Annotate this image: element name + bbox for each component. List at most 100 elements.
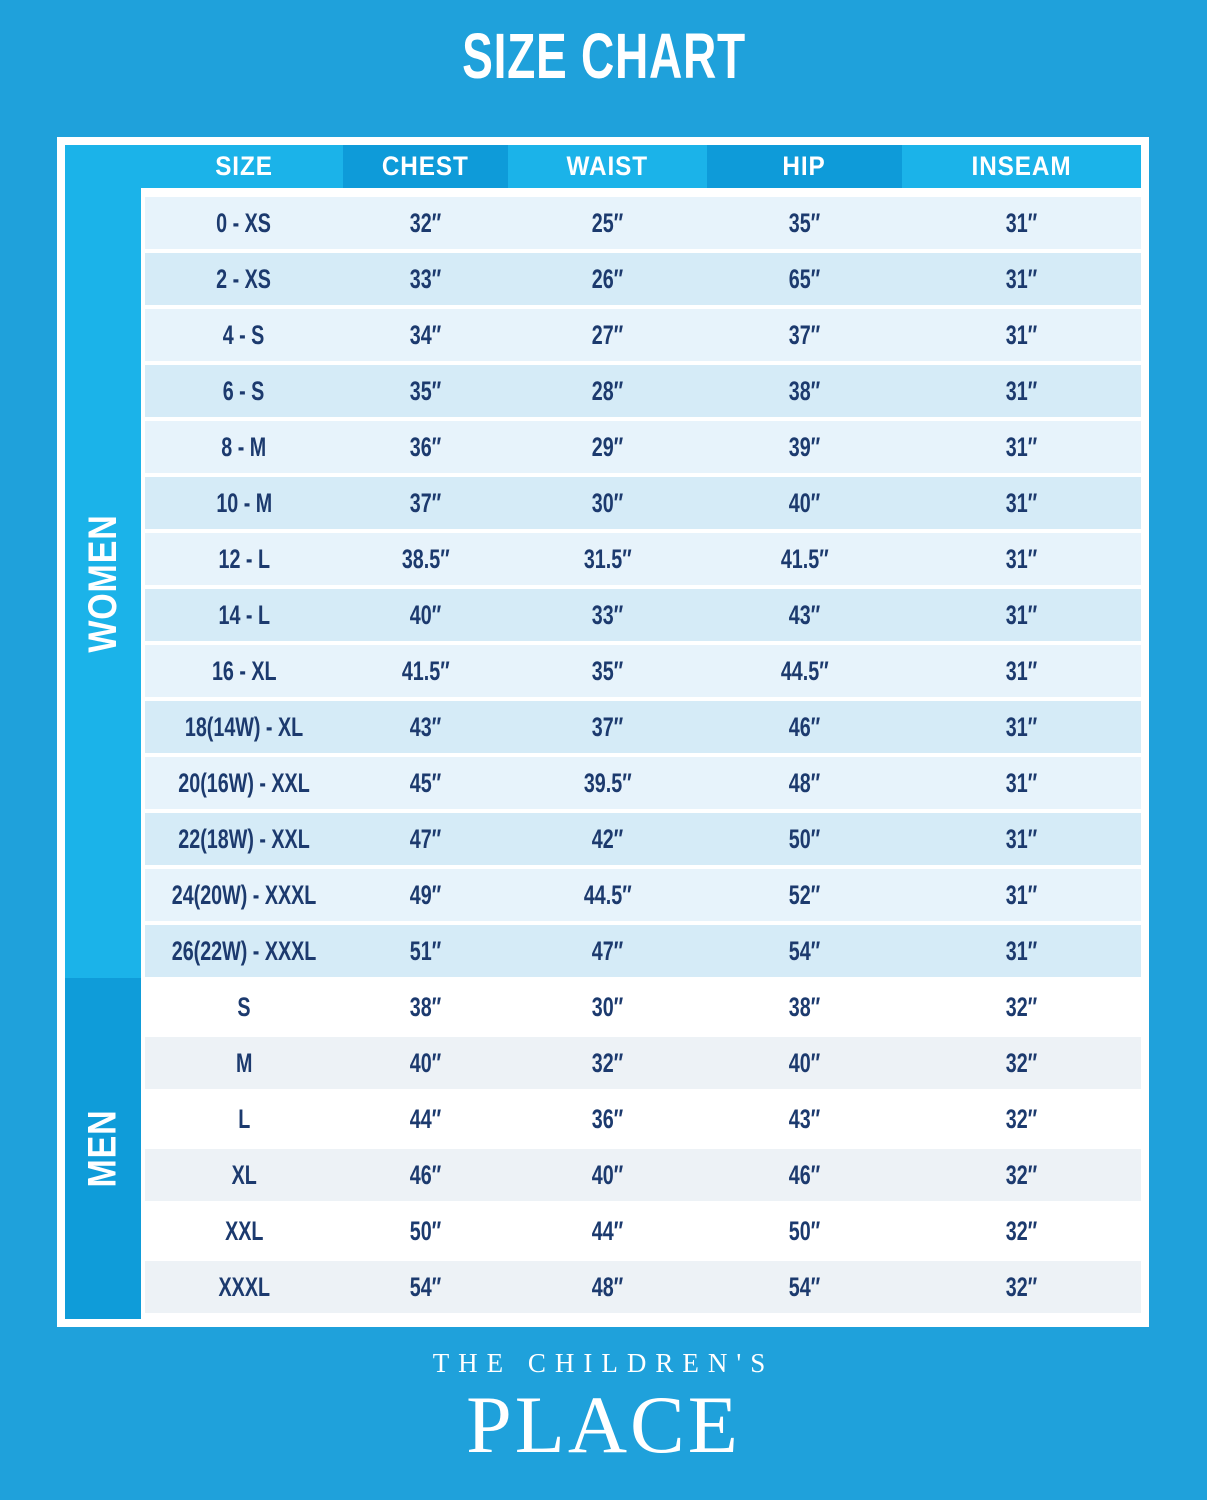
row-value-cell: 31″ [902,365,1141,417]
cell-text: 18(14W) - XL [184,711,304,742]
cell-text: 45″ [409,767,442,798]
cell-text: 30″ [591,487,624,518]
cell-text: 10 - M [216,487,272,518]
row-value-cell: 35″ [508,645,707,697]
cell-text: 32″ [1005,1159,1038,1190]
row-value-cell: 27″ [508,309,707,361]
cell-text: 35″ [409,375,442,406]
cell-text: 31″ [1005,711,1038,742]
table-row: 24(20W) - XXXL 49″ 44.5″ 52″ 31″ [145,869,1141,921]
row-value-cell: 32″ [902,1205,1141,1257]
cell-text: 65″ [788,263,821,294]
cell-text: 30″ [591,991,624,1022]
cell-text: 38″ [409,991,442,1022]
table-row: 8 - M 36″ 29″ 39″ 31″ [145,421,1141,473]
cell-text: 28″ [591,375,624,406]
cell-text: 43″ [788,1103,821,1134]
table-row: M 40″ 32″ 40″ 32″ [145,1037,1141,1089]
row-value-cell: 34″ [343,309,508,361]
row-value-cell: 30″ [508,477,707,529]
row-value-cell: 46″ [343,1149,508,1201]
row-value-cell: 31″ [902,421,1141,473]
cell-text: 26″ [591,263,624,294]
table-body: WOMEN MEN 0 - XS 32″ 25″ 35″ 31″ 2 - XS 33″ 26″… [65,188,1141,1319]
cell-text: 22(18W) - XXL [178,823,310,854]
row-value-cell: 33″ [508,589,707,641]
cell-text: 47″ [409,823,442,854]
cell-text: 40″ [591,1159,624,1190]
cell-text: 39.5″ [583,767,632,798]
cell-text: 50″ [409,1215,442,1246]
cell-text: 38.5″ [401,543,450,574]
cell-text: 2 - XS [216,263,272,294]
table-row: 12 - L 38.5″ 31.5″ 41.5″ 31″ [145,533,1141,585]
cell-text: XXL [224,1215,264,1246]
row-value-cell: 41.5″ [707,533,902,585]
row-value-cell: 38″ [707,981,902,1033]
row-value-cell: 54″ [343,1261,508,1313]
row-value-cell: 37″ [343,477,508,529]
cell-text: 31″ [1005,487,1038,518]
row-size-cell: 2 - XS [145,253,343,305]
row-value-cell: 33″ [343,253,508,305]
table-row: 2 - XS 33″ 26″ 65″ 31″ [145,253,1141,305]
table-row: 18(14W) - XL 43″ 37″ 46″ 31″ [145,701,1141,753]
row-value-cell: 54″ [707,925,902,977]
row-value-cell: 31″ [902,309,1141,361]
row-size-cell: XXXL [145,1261,343,1313]
row-value-cell: 47″ [508,925,707,977]
cell-text: 24(20W) - XXXL [171,879,317,910]
row-value-cell: 41.5″ [343,645,508,697]
cell-text: 47″ [591,935,624,966]
section-strip-column: WOMEN MEN [65,188,141,1319]
cell-text: 38″ [788,991,821,1022]
row-value-cell: 46″ [707,1149,902,1201]
cell-text: 48″ [788,767,821,798]
row-value-cell: 52″ [707,869,902,921]
row-value-cell: 31″ [902,253,1141,305]
table-row: XXXL 54″ 48″ 54″ 32″ [145,1261,1141,1313]
cell-text: 32″ [1005,991,1038,1022]
row-value-cell: 44.5″ [707,645,902,697]
row-value-cell: 29″ [508,421,707,473]
cell-text: 32″ [409,207,442,238]
cell-text: 32″ [1005,1215,1038,1246]
row-value-cell: 40″ [508,1149,707,1201]
cell-text: 31″ [1005,263,1038,294]
row-value-cell: 35″ [707,197,902,249]
row-value-cell: 40″ [707,477,902,529]
cell-text: 25″ [591,207,624,238]
cell-text: 52″ [788,879,821,910]
row-value-cell: 40″ [343,1037,508,1089]
cell-text: 40″ [788,487,821,518]
cell-text: 31″ [1005,935,1038,966]
cell-text: 35″ [591,655,624,686]
column-header-waist: WAIST [508,145,707,188]
row-size-cell: S [145,981,343,1033]
cell-text: 48″ [591,1271,624,1302]
row-value-cell: 31″ [902,701,1141,753]
row-value-cell: 40″ [707,1037,902,1089]
row-value-cell: 45″ [343,757,508,809]
strip-divider [141,188,145,1319]
column-header-chest: CHEST [343,145,508,188]
cell-text: 31″ [1005,319,1038,350]
cell-text: 31″ [1005,823,1038,854]
row-value-cell: 31″ [902,645,1141,697]
cell-text: 36″ [409,431,442,462]
row-value-cell: 43″ [343,701,508,753]
row-value-cell: 32″ [902,981,1141,1033]
row-value-cell: 38″ [343,981,508,1033]
section-label-men: MEN [65,978,141,1319]
table-row: 0 - XS 32″ 25″ 35″ 31″ [145,197,1141,249]
cell-text: 31″ [1005,599,1038,630]
page-title-text: SIZE CHART [461,20,746,92]
cell-text: 50″ [788,823,821,854]
brand-name-top: THE CHILDREN'S [432,1348,775,1378]
cell-text: 20(16W) - XXL [178,767,310,798]
row-size-cell: 20(16W) - XXL [145,757,343,809]
cell-text: 54″ [409,1271,442,1302]
table-row: 10 - M 37″ 30″ 40″ 31″ [145,477,1141,529]
row-size-cell: 22(18W) - XXL [145,813,343,865]
row-value-cell: 50″ [707,1205,902,1257]
